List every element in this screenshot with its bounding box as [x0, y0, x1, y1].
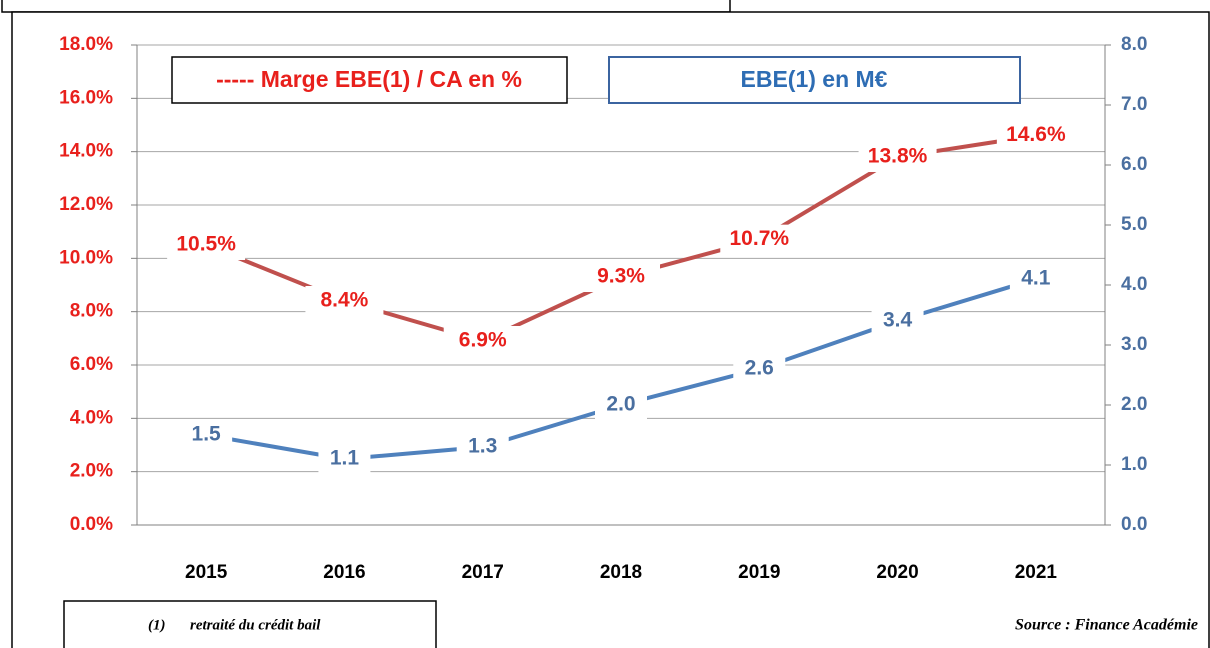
label-bg: [305, 286, 384, 316]
label-bg: [996, 120, 1075, 151]
footnote-text: retraité du crédit bail: [190, 617, 321, 633]
x-tick-label: 2021: [1015, 562, 1058, 583]
legend-box: [608, 56, 1021, 104]
label-bg: [733, 354, 786, 384]
label-bg: [595, 390, 647, 420]
y-tick-label: 14.0%: [59, 141, 113, 162]
y-tick-label: 18.0%: [59, 34, 113, 55]
y2-tick-label: 0.0: [1121, 514, 1147, 535]
data-label: 10.7%: [730, 227, 790, 250]
y2-tick-label: 3.0: [1121, 334, 1147, 355]
source: Source : Finance Académie: [1015, 617, 1198, 634]
legend-entry: ----- Marge EBE(1) / CA en %: [216, 66, 522, 92]
data-label: 9.3%: [597, 265, 645, 288]
label-bg: [456, 432, 509, 462]
y-tick-label: 12.0%: [59, 194, 113, 215]
y-tick-label: 16.0%: [59, 87, 113, 108]
x-tick-label: 2018: [600, 562, 642, 583]
x-tick-label: 2019: [738, 562, 780, 583]
data-label: 1.3: [468, 435, 497, 458]
label-bg: [318, 444, 371, 474]
label-bg: [1009, 264, 1062, 294]
label-bg: [720, 224, 799, 255]
y2-tick-label: 2.0: [1121, 394, 1147, 415]
y-tick-label: 0.0%: [70, 514, 113, 535]
data-label: 8.4%: [320, 289, 368, 312]
footnote-marker: (1): [148, 617, 166, 633]
y-tick-label: 8.0%: [70, 301, 113, 322]
data-label: 2.0: [606, 393, 635, 416]
y-tick-label: 4.0%: [70, 407, 113, 428]
label-bg: [180, 420, 233, 450]
legend-box: [171, 56, 568, 104]
x-tick-label: 2015: [185, 562, 228, 583]
label-bg: [443, 326, 522, 356]
frame: [11, 11, 1210, 648]
data-label: 1.1: [330, 447, 360, 470]
data-label: 1.5: [192, 423, 222, 446]
data-label: 13.8%: [868, 145, 928, 168]
data-label: 10.5%: [176, 233, 236, 256]
y2-tick-label: 7.0: [1121, 94, 1147, 115]
data-label: 4.1: [1021, 267, 1051, 290]
footnote-box: [63, 600, 437, 648]
data-label: 3.4: [883, 309, 913, 332]
y2-tick-label: 5.0: [1121, 214, 1147, 235]
data-label: 14.6%: [1006, 123, 1066, 146]
y-tick-label: 2.0%: [70, 461, 113, 482]
x-tick-label: 2017: [462, 562, 504, 583]
label-bg: [167, 230, 246, 260]
y2-tick-label: 1.0: [1121, 454, 1147, 475]
x-tick-label: 2016: [323, 562, 365, 583]
top-box: [1, 0, 731, 13]
y-tick-label: 10.0%: [59, 247, 113, 268]
y2-tick-label: 4.0: [1121, 274, 1147, 295]
x-tick-label: 2020: [876, 562, 918, 583]
data-label: 6.9%: [459, 329, 507, 352]
y2-tick-label: 8.0: [1121, 34, 1147, 55]
label-bg: [871, 306, 924, 336]
data-label: 2.6: [745, 357, 774, 380]
label-bg: [582, 262, 660, 292]
y2-tick-label: 6.0: [1121, 154, 1147, 175]
label-bg: [858, 142, 937, 172]
y-tick-label: 6.0%: [70, 354, 113, 375]
legend-entry: EBE(1) en M€: [741, 66, 888, 92]
